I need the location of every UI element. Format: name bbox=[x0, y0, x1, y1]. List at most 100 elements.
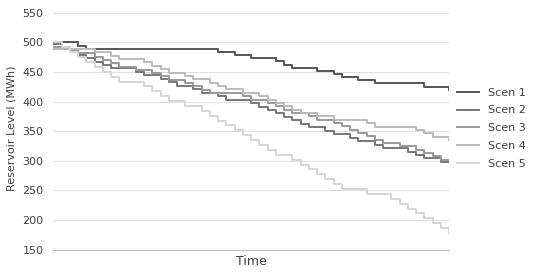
Scen 3 bbox=[75, 52, 81, 55]
Scen 4 bbox=[421, 132, 427, 135]
Scen 5 bbox=[306, 168, 312, 171]
Scen 2 bbox=[99, 63, 106, 67]
Scen 2 bbox=[405, 150, 411, 153]
Scen 2 bbox=[281, 115, 287, 119]
Scen 4 bbox=[149, 64, 155, 67]
Scen 3 bbox=[239, 95, 246, 98]
Scen 1 bbox=[91, 47, 98, 50]
Scen 2 bbox=[438, 160, 444, 164]
Scen 3 bbox=[413, 148, 419, 151]
Scen 5 bbox=[371, 192, 378, 196]
Scen 1 bbox=[355, 79, 362, 82]
Scen 3 bbox=[273, 105, 279, 108]
Scen 4 bbox=[50, 47, 56, 51]
Scen 1 bbox=[322, 69, 329, 73]
Scen 4 bbox=[215, 84, 222, 88]
Scen 2 bbox=[314, 126, 320, 129]
Scen 5 bbox=[50, 41, 56, 44]
Scen 3 bbox=[248, 98, 255, 101]
Scen 4 bbox=[380, 125, 386, 128]
Scen 1 bbox=[248, 57, 255, 60]
Scen 1 bbox=[174, 47, 180, 50]
Scen 2 bbox=[330, 133, 337, 136]
Scen 1 bbox=[339, 76, 345, 79]
Line: Scen 2: Scen 2 bbox=[53, 44, 449, 162]
Scen 1 bbox=[298, 66, 304, 69]
Scen 3 bbox=[174, 78, 180, 81]
Scen 5 bbox=[264, 148, 271, 152]
Scen 2 bbox=[248, 101, 255, 105]
Scen 2 bbox=[67, 50, 73, 53]
Scen 5 bbox=[215, 119, 222, 122]
Scen 2 bbox=[132, 70, 139, 74]
Scen 2 bbox=[298, 122, 304, 125]
Y-axis label: Reservoir Level (MWh): Reservoir Level (MWh) bbox=[7, 65, 17, 191]
Scen 2 bbox=[83, 56, 90, 60]
Scen 3 bbox=[58, 45, 65, 48]
Scen 5 bbox=[355, 187, 362, 191]
Scen 5 bbox=[166, 99, 172, 103]
Scen 1 bbox=[124, 47, 131, 50]
Scen 1 bbox=[108, 47, 115, 50]
Scen 2 bbox=[108, 67, 115, 70]
Scen 4 bbox=[248, 91, 255, 95]
Scen 4 bbox=[124, 57, 131, 61]
Scen 5 bbox=[223, 124, 230, 127]
Scen 5 bbox=[83, 60, 90, 64]
Scen 2 bbox=[239, 98, 246, 101]
Scen 1 bbox=[149, 47, 155, 50]
Scen 1 bbox=[264, 57, 271, 60]
Scen 3 bbox=[207, 92, 213, 95]
Scen 3 bbox=[289, 111, 295, 115]
Scen 2 bbox=[339, 133, 345, 136]
Scen 4 bbox=[388, 125, 395, 128]
Scen 5 bbox=[75, 56, 81, 59]
Scen 3 bbox=[83, 52, 90, 55]
Scen 3 bbox=[322, 118, 329, 121]
Scen 3 bbox=[132, 68, 139, 72]
Scen 3 bbox=[149, 72, 155, 75]
Scen 5 bbox=[190, 104, 197, 108]
Scen 3 bbox=[91, 55, 98, 58]
Scen 2 bbox=[421, 157, 427, 160]
Scen 5 bbox=[405, 207, 411, 210]
Scen 1 bbox=[430, 85, 436, 88]
Scen 1 bbox=[215, 50, 222, 54]
Scen 4 bbox=[116, 57, 123, 61]
Scen 1 bbox=[380, 82, 386, 85]
Scen 4 bbox=[67, 47, 73, 51]
Scen 3 bbox=[141, 68, 147, 72]
Scen 1 bbox=[141, 47, 147, 50]
Scen 3 bbox=[281, 108, 287, 111]
Scen 5 bbox=[314, 173, 320, 176]
Scen 1 bbox=[363, 79, 370, 82]
Scen 4 bbox=[174, 71, 180, 74]
Scen 1 bbox=[281, 63, 287, 66]
Scen 1 bbox=[116, 47, 123, 50]
Scen 5 bbox=[438, 226, 444, 230]
Scen 4 bbox=[91, 51, 98, 54]
Line: Scen 5: Scen 5 bbox=[53, 42, 449, 233]
Scen 5 bbox=[124, 80, 131, 83]
Scen 1 bbox=[182, 47, 188, 50]
Scen 4 bbox=[289, 108, 295, 111]
Scen 4 bbox=[371, 125, 378, 128]
Scen 3 bbox=[190, 85, 197, 88]
Scen 2 bbox=[58, 46, 65, 49]
Scen 1 bbox=[166, 47, 172, 50]
Scen 1 bbox=[273, 60, 279, 63]
Scen 1 bbox=[223, 50, 230, 54]
Scen 5 bbox=[231, 129, 238, 132]
Scen 2 bbox=[289, 119, 295, 122]
Scen 1 bbox=[99, 47, 106, 50]
Scen 4 bbox=[264, 98, 271, 101]
Scen 5 bbox=[149, 90, 155, 93]
Scen 2 bbox=[363, 139, 370, 143]
Scen 4 bbox=[446, 138, 452, 142]
Scen 3 bbox=[166, 78, 172, 81]
Scen 4 bbox=[330, 118, 337, 122]
Scen 2 bbox=[264, 108, 271, 112]
Scen 2 bbox=[371, 143, 378, 146]
Scen 1 bbox=[83, 47, 90, 50]
Scen 5 bbox=[132, 80, 139, 83]
